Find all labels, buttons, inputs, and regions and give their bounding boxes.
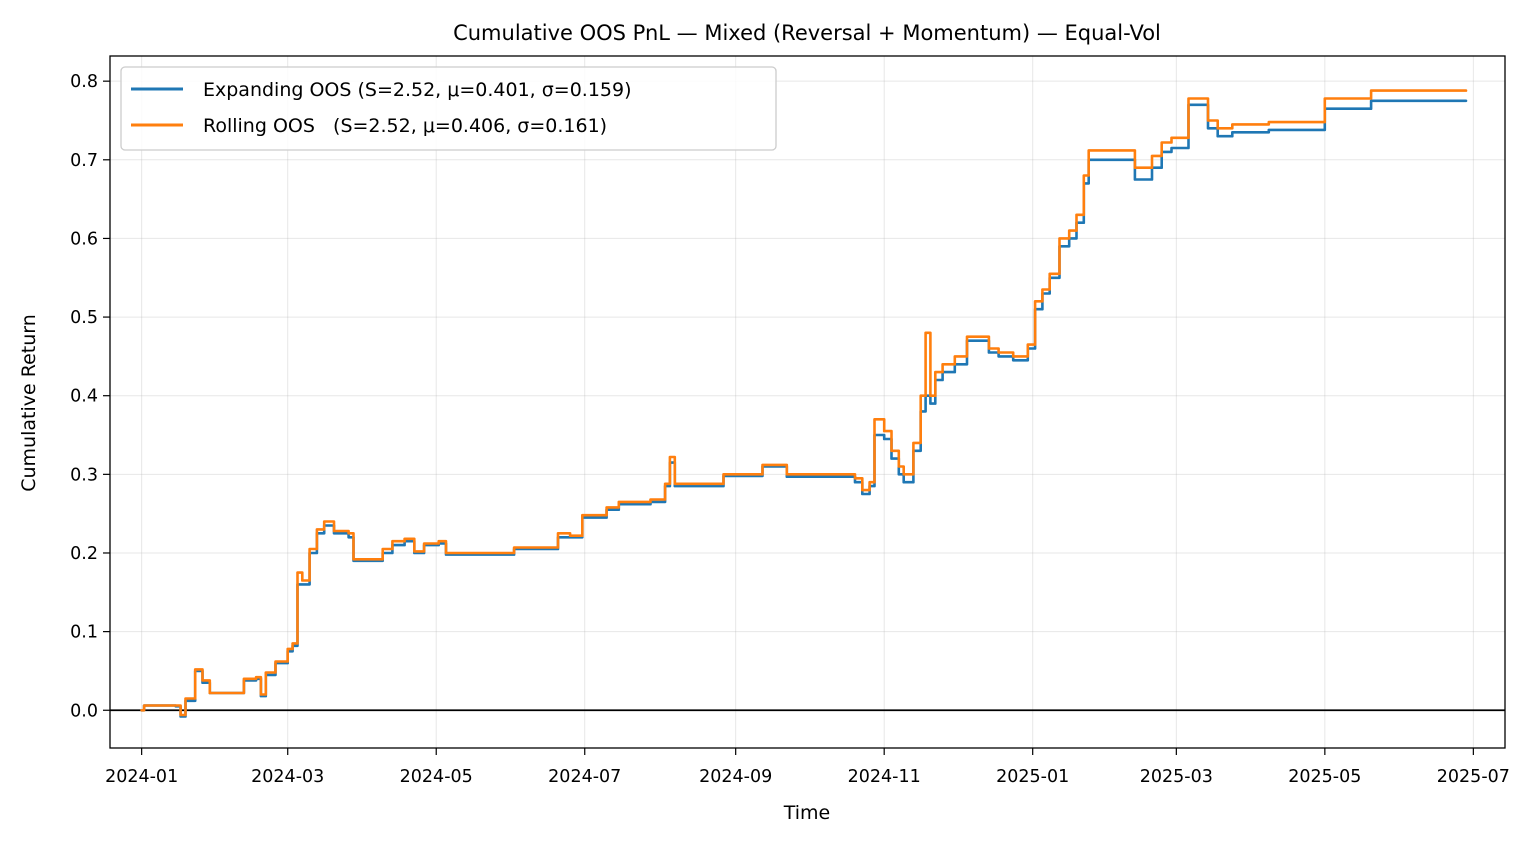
plot-frame bbox=[109, 55, 1506, 749]
x-tick-label: 2024-05 bbox=[400, 767, 473, 787]
series-line-expanding bbox=[140, 99, 1468, 718]
x-tick-label: 2024-01 bbox=[105, 767, 178, 787]
legend: Expanding OOS (S=2.52, μ=0.401, σ=0.159)… bbox=[120, 66, 777, 151]
legend-label-expanding: Expanding OOS (S=2.52, μ=0.401, σ=0.159) bbox=[203, 79, 632, 101]
y-tick-label: 0.5 bbox=[70, 308, 98, 328]
series-layer bbox=[140, 89, 1468, 718]
x-tick-label: 2025-01 bbox=[996, 767, 1069, 787]
legend-box bbox=[120, 66, 777, 151]
y-tick-label: 0.3 bbox=[70, 465, 98, 485]
y-axis-label: Cumulative Return bbox=[18, 314, 40, 492]
series-line-rolling bbox=[140, 89, 1468, 717]
y-tick-label: 0.1 bbox=[70, 623, 98, 643]
x-tick-label: 2024-07 bbox=[548, 767, 621, 787]
x-tick-label: 2024-11 bbox=[848, 767, 921, 787]
y-tick-label: 0.6 bbox=[70, 229, 98, 249]
x-tick-label: 2025-05 bbox=[1288, 767, 1361, 787]
legend-label-rolling: Rolling OOS (S=2.52, μ=0.406, σ=0.161) bbox=[203, 115, 607, 137]
y-tick-label: 0.0 bbox=[70, 701, 98, 721]
x-tick-label: 2024-09 bbox=[699, 767, 772, 787]
y-tick-label: 0.4 bbox=[70, 387, 98, 407]
x-tick-label: 2025-03 bbox=[1140, 767, 1213, 787]
y-tick-label: 0.2 bbox=[70, 544, 98, 564]
y-tick-label: 0.8 bbox=[70, 72, 98, 92]
chart-title: Cumulative OOS PnL — Mixed (Reversal + M… bbox=[453, 21, 1161, 45]
x-tick-label: 2024-03 bbox=[251, 767, 324, 787]
x-tick-label: 2025-07 bbox=[1437, 767, 1510, 787]
y-tick-label: 0.7 bbox=[70, 151, 98, 171]
grid-layer bbox=[110, 56, 1505, 748]
x-axis-ticks: 2024-01 2024-03 2024-05 2024-07 2024-09 2024-… bbox=[105, 748, 1510, 787]
y-axis-ticks: 0.0 0.1 0.2 0.3 0.4 0.5 0.6 0.7 0.8 bbox=[70, 72, 110, 721]
x-axis-label: Time bbox=[783, 802, 831, 824]
